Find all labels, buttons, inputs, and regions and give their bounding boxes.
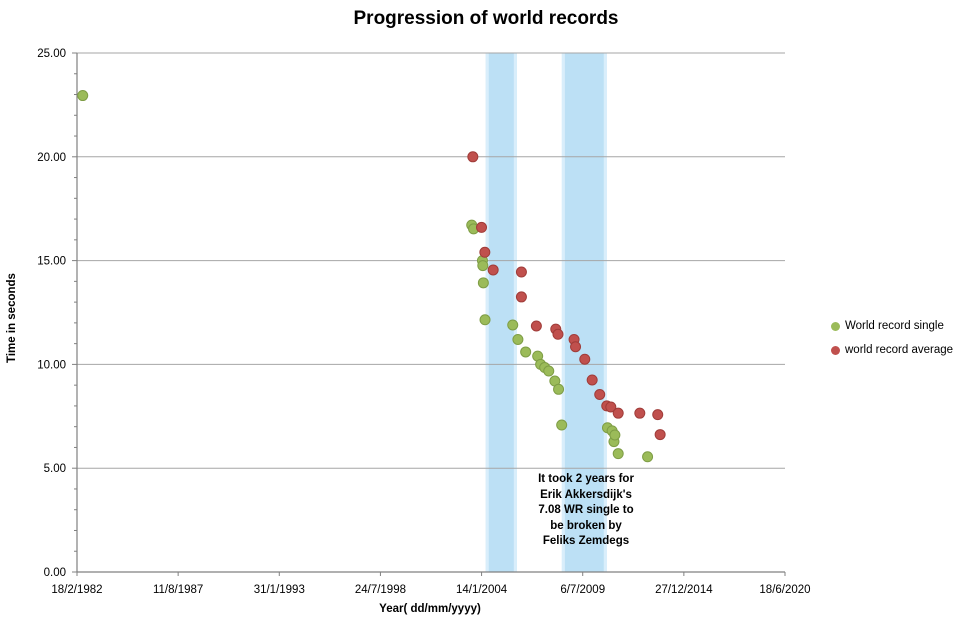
highlight-band	[485, 53, 517, 572]
y-tick-label: 10.00	[37, 359, 66, 371]
data-point-average	[476, 221, 488, 233]
data-point-single	[477, 277, 489, 289]
y-tick-label: 5.00	[44, 463, 66, 475]
data-point-average	[652, 409, 664, 421]
data-point-single	[477, 260, 489, 272]
data-point-average	[570, 341, 582, 353]
data-point-average	[654, 429, 666, 441]
data-point-average	[515, 291, 527, 303]
data-point-average	[487, 264, 499, 276]
data-point-average	[467, 151, 479, 163]
y-tick-label: 20.00	[37, 152, 66, 164]
data-point-average	[530, 320, 542, 332]
legend-label-average: world record average	[845, 344, 954, 356]
data-point-average	[579, 353, 591, 365]
legend-item-average: world record average	[831, 338, 953, 362]
data-point-average	[605, 401, 617, 413]
highlight-band-edge	[485, 53, 489, 572]
chart-title: Progression of world records	[353, 8, 619, 29]
data-point-single	[507, 319, 519, 331]
y-tick-label: 15.00	[37, 256, 66, 268]
data-point-average	[586, 374, 598, 386]
x-tick-label: 6/7/2009	[560, 584, 605, 596]
data-point-single	[609, 429, 621, 441]
legend-label-single: World record single	[845, 320, 944, 332]
x-tick-label: 18/6/2020	[759, 584, 810, 596]
data-point-single	[553, 383, 565, 395]
data-point-single	[520, 346, 532, 358]
legend-marker-single-icon	[831, 321, 840, 331]
data-point-single	[543, 365, 555, 377]
data-point-single	[612, 448, 624, 460]
x-tick-label: 27/12/2014	[655, 584, 713, 596]
y-tick-label: 25.00	[37, 48, 66, 60]
x-tick-label: 18/2/1982	[51, 584, 102, 596]
x-tick-label: 31/1/1993	[254, 584, 305, 596]
x-tick-label: 11/8/1987	[153, 584, 203, 596]
x-tick-label: 14/1/2004	[456, 584, 508, 596]
x-axis-title: Year( dd/mm/yyyy)	[379, 603, 481, 615]
annotation-text: It took 2 years for Erik Akkersdijk's 7.…	[538, 473, 634, 547]
data-point-single	[479, 314, 491, 326]
data-point-single	[512, 333, 524, 345]
data-point-average	[515, 266, 527, 278]
data-point-average	[634, 407, 646, 419]
y-tick-label: 0.00	[44, 567, 66, 579]
data-point-average	[612, 407, 624, 419]
highlight-band	[561, 53, 607, 572]
highlight-band-edge	[513, 53, 517, 572]
highlight-band-edge	[561, 53, 565, 572]
data-point-average	[594, 389, 606, 401]
data-point-single	[556, 419, 568, 431]
data-point-average	[479, 246, 491, 258]
highlight-band-edge	[603, 53, 607, 572]
legend-item-single: World record single	[831, 314, 953, 338]
legend: World record single world record average	[831, 314, 953, 362]
x-tick-label: 24/7/1998	[355, 584, 406, 596]
data-point-average	[552, 328, 564, 340]
data-point-single	[77, 90, 89, 102]
legend-marker-average-icon	[831, 345, 840, 355]
data-point-single	[642, 451, 654, 463]
